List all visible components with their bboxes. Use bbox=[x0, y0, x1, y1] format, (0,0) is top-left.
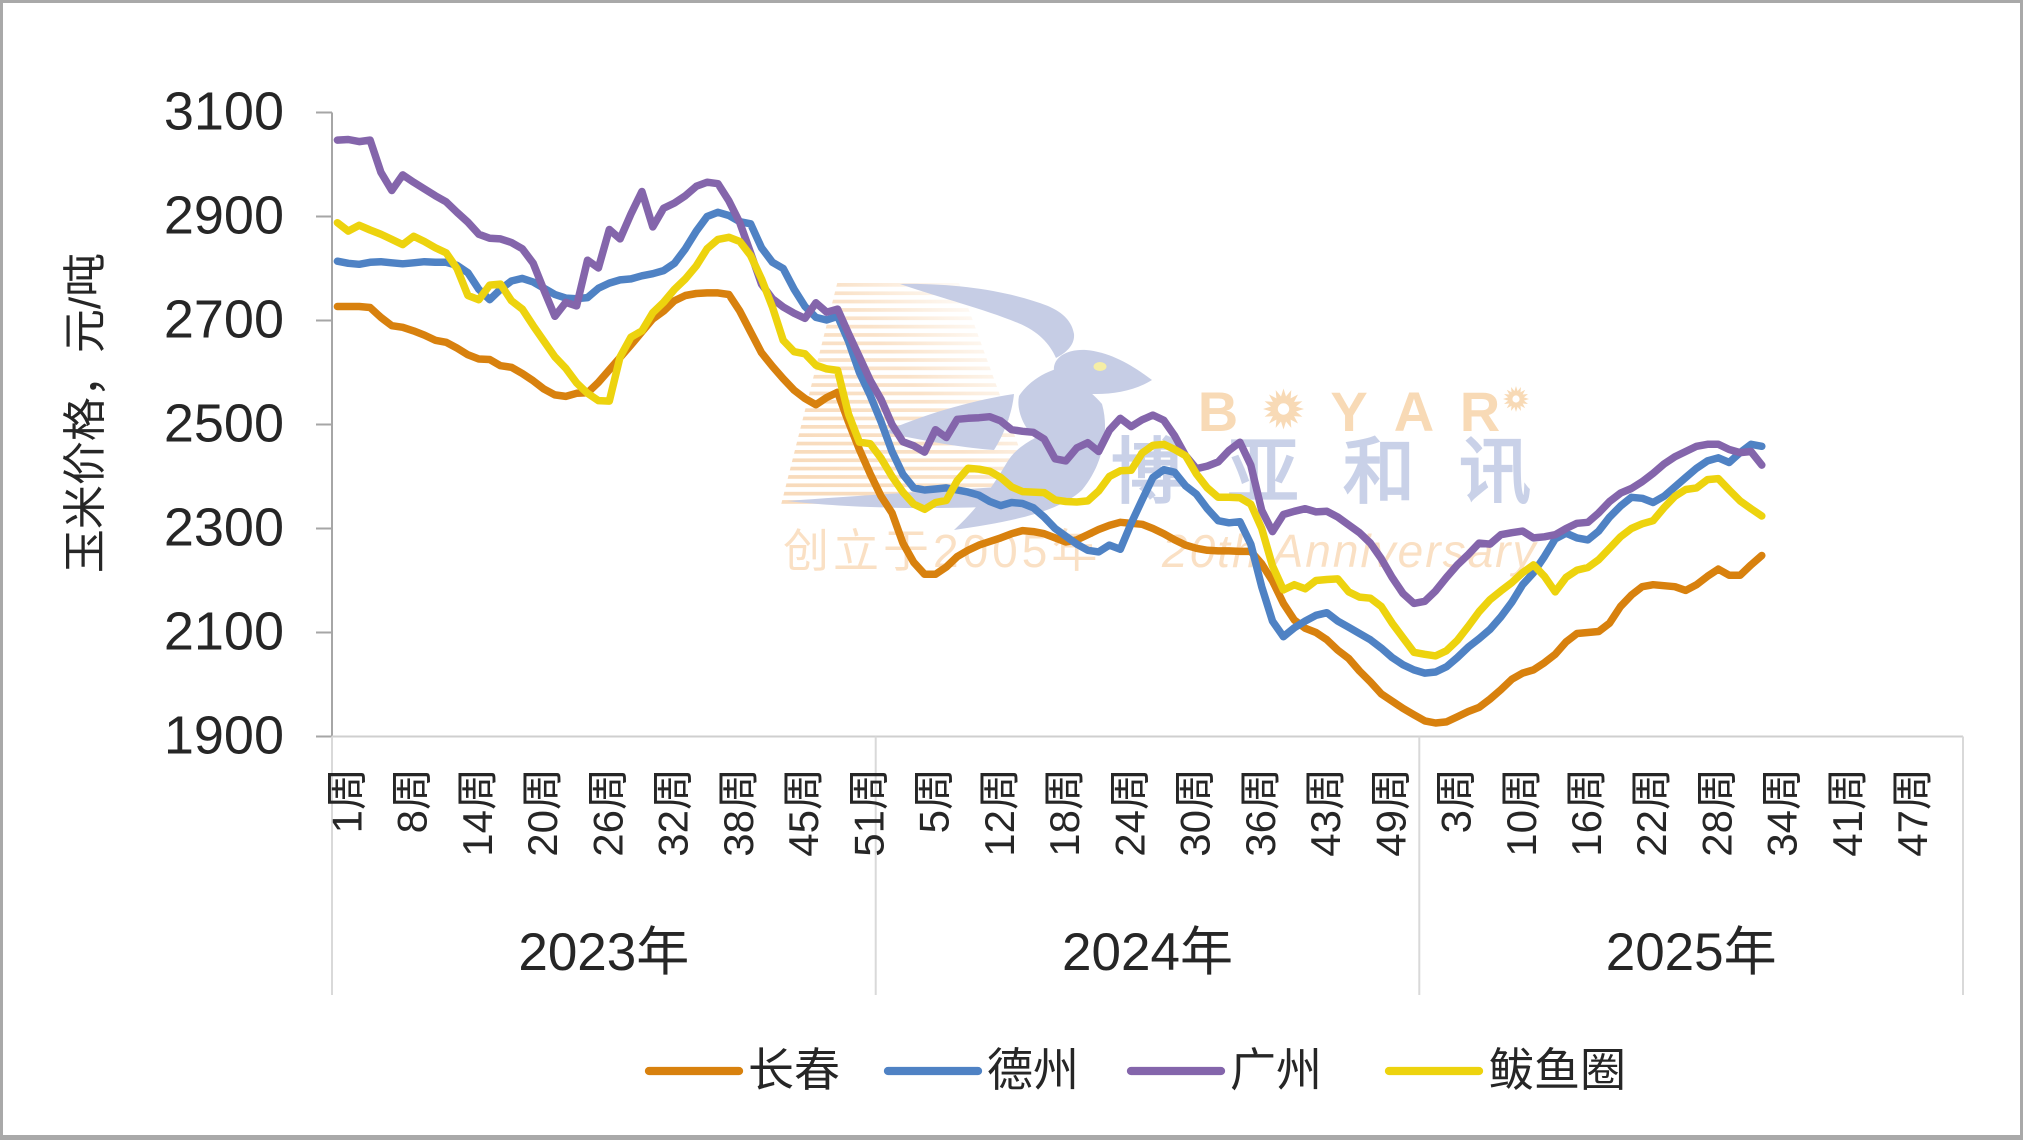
svg-text:38周: 38周 bbox=[715, 768, 762, 857]
svg-text:2300: 2300 bbox=[164, 498, 284, 558]
svg-text:B: B bbox=[1198, 380, 1238, 443]
svg-text:32周: 32周 bbox=[650, 768, 697, 857]
svg-text:广州: 广州 bbox=[1230, 1044, 1322, 1096]
svg-text:16周: 16周 bbox=[1563, 768, 1610, 857]
svg-text:43周: 43周 bbox=[1302, 768, 1349, 857]
svg-text:R: R bbox=[1460, 380, 1500, 443]
svg-text:2700: 2700 bbox=[164, 290, 284, 350]
svg-text:30周: 30周 bbox=[1172, 768, 1219, 857]
svg-text:5周: 5周 bbox=[911, 768, 958, 833]
svg-text:1900: 1900 bbox=[164, 706, 284, 766]
svg-text:24周: 24周 bbox=[1106, 768, 1153, 857]
svg-text:12周: 12周 bbox=[976, 768, 1023, 857]
svg-text:2500: 2500 bbox=[164, 394, 284, 454]
svg-text:3100: 3100 bbox=[164, 82, 284, 142]
svg-text:德州: 德州 bbox=[987, 1044, 1079, 1096]
svg-text:2900: 2900 bbox=[164, 186, 284, 246]
svg-text:鲅鱼圈: 鲅鱼圈 bbox=[1488, 1044, 1626, 1096]
svg-text:3周: 3周 bbox=[1433, 768, 1480, 833]
svg-text:47周: 47周 bbox=[1889, 768, 1936, 857]
svg-text:34周: 34周 bbox=[1759, 768, 1806, 857]
svg-text:18周: 18周 bbox=[1041, 768, 1088, 857]
svg-text:36周: 36周 bbox=[1237, 768, 1284, 857]
svg-text:2024年: 2024年 bbox=[1062, 923, 1233, 982]
svg-text:49周: 49周 bbox=[1367, 768, 1414, 857]
svg-text:22周: 22周 bbox=[1628, 768, 1675, 857]
svg-text:10周: 10周 bbox=[1498, 768, 1545, 857]
svg-text:Y: Y bbox=[1330, 380, 1367, 443]
svg-text:51周: 51周 bbox=[845, 768, 892, 857]
svg-text:41周: 41周 bbox=[1824, 768, 1871, 857]
svg-text:2025年: 2025年 bbox=[1606, 923, 1777, 982]
svg-text:14周: 14周 bbox=[454, 768, 501, 857]
svg-text:26周: 26周 bbox=[584, 768, 631, 857]
svg-text:8周: 8周 bbox=[389, 768, 436, 833]
svg-text:2023年: 2023年 bbox=[518, 923, 689, 982]
svg-text:长春: 长春 bbox=[748, 1044, 840, 1096]
svg-text:20周: 20周 bbox=[519, 768, 566, 857]
svg-text:玉米价格，元/吨: 玉米价格，元/吨 bbox=[61, 253, 110, 573]
svg-text:45周: 45周 bbox=[780, 768, 827, 857]
svg-text:28周: 28周 bbox=[1694, 768, 1741, 857]
svg-text:A: A bbox=[1394, 380, 1434, 443]
svg-text:2100: 2100 bbox=[164, 602, 284, 662]
svg-text:1周: 1周 bbox=[323, 768, 370, 833]
